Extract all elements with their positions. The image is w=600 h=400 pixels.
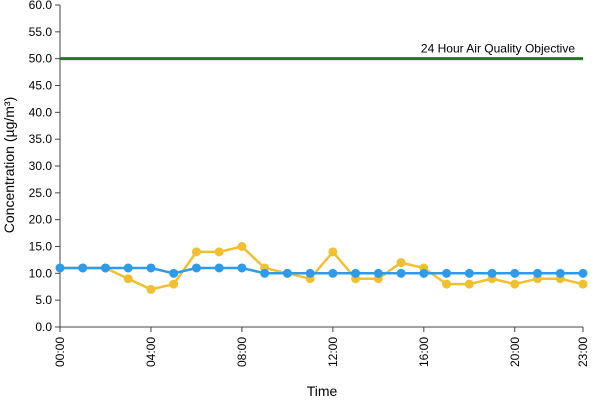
x-tick-label: 23:00 — [576, 337, 590, 367]
data-point — [351, 268, 361, 278]
y-tick-label: 0.0 — [35, 320, 52, 334]
x-tick-label: 12:00 — [326, 337, 340, 367]
data-point — [533, 268, 543, 278]
y-tick-label: 50.0 — [29, 52, 53, 66]
y-tick-label: 5.0 — [35, 293, 52, 307]
data-point — [191, 263, 201, 273]
data-point — [78, 263, 88, 273]
data-point — [123, 274, 133, 284]
data-point — [578, 279, 588, 289]
reference-line-group: 24 Hour Air Quality Objective — [60, 42, 583, 61]
series-group — [55, 242, 588, 294]
series-line — [60, 266, 583, 275]
data-point — [282, 268, 292, 278]
data-point — [55, 263, 65, 273]
y-tick-label: 25.0 — [29, 186, 53, 200]
data-point — [100, 263, 110, 273]
data-point — [237, 242, 247, 251]
objective-label: 24 Hour Air Quality Objective — [421, 42, 575, 56]
y-axis-ticks: 0.0 5.0 10.0 15.0 20.0 25.0 30.0 35.0 40.0 45.0 50… — [29, 0, 60, 334]
data-point — [510, 279, 520, 289]
x-tick-label: 08:00 — [235, 337, 249, 367]
x-tick-label: 20:00 — [508, 337, 522, 367]
data-point — [191, 247, 201, 257]
data-point — [510, 268, 520, 278]
x-axis-title: Time — [307, 383, 338, 399]
y-tick-label: 35.0 — [29, 132, 53, 146]
y-tick-label: 60.0 — [29, 0, 53, 12]
x-tick-label: 04:00 — [144, 337, 158, 367]
y-tick-label: 30.0 — [29, 159, 53, 173]
data-point — [214, 263, 224, 273]
data-point — [464, 279, 474, 289]
data-point — [123, 263, 133, 273]
x-tick-label: 16:00 — [417, 337, 431, 367]
data-point — [328, 247, 338, 257]
y-tick-label: 15.0 — [29, 240, 53, 254]
data-point — [146, 284, 156, 294]
data-point — [214, 247, 224, 257]
data-point — [442, 268, 452, 278]
y-tick-label: 10.0 — [29, 266, 53, 280]
data-point — [419, 268, 429, 278]
data-point — [305, 268, 315, 278]
series-1 — [55, 263, 588, 278]
data-point — [146, 263, 156, 273]
data-point — [169, 279, 179, 289]
data-point — [396, 258, 406, 268]
data-point — [555, 268, 565, 278]
data-point — [169, 268, 179, 278]
data-point — [396, 268, 406, 278]
x-axis-ticks: 00:00 04:00 08:00 12:00 16:00 20:00 23:00 — [53, 327, 590, 367]
data-point — [487, 268, 497, 278]
y-tick-label: 40.0 — [29, 105, 53, 119]
y-tick-label: 45.0 — [29, 79, 53, 93]
data-point — [442, 279, 452, 289]
data-point — [464, 268, 474, 278]
y-tick-label: 55.0 — [29, 25, 53, 39]
data-point — [260, 268, 270, 278]
x-tick-label: 00:00 — [53, 337, 67, 367]
data-point — [328, 268, 338, 278]
data-point — [237, 263, 247, 273]
data-point — [578, 268, 588, 278]
y-tick-label: 20.0 — [29, 213, 53, 227]
y-axis-title: Concentration (µg/m³) — [1, 97, 17, 233]
data-point — [373, 268, 383, 278]
